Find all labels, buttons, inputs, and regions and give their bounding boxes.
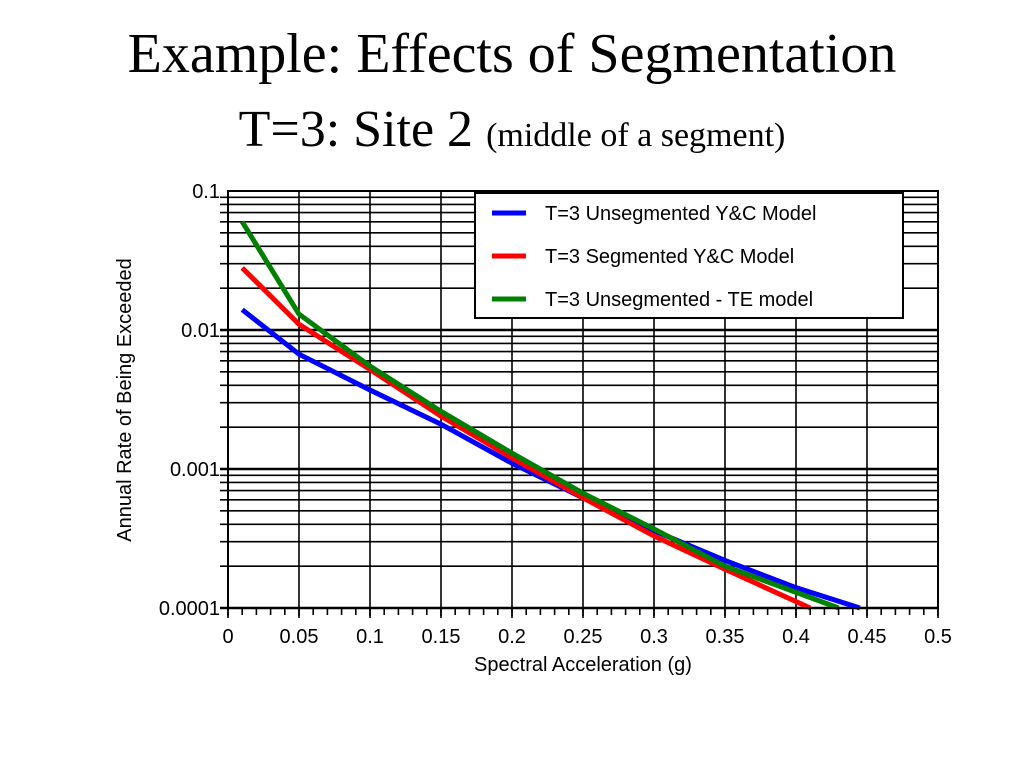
slide-title: Example: Effects of Segmentation xyxy=(127,23,897,85)
x-tick-label: 0.5 xyxy=(924,626,952,648)
x-tick-label: 0.3 xyxy=(640,626,668,648)
y-tick-label: 0.1 xyxy=(192,181,220,203)
y-tick-label: 0.01 xyxy=(181,320,220,342)
x-axis-label: Spectral Acceleration (g) xyxy=(474,654,692,676)
x-tick-label: 0.05 xyxy=(280,626,319,648)
subtitle-main: T=3: Site 2 xyxy=(238,101,474,158)
slide-subtitle: T=3: Site 2 (middle of a segment) xyxy=(0,100,1024,159)
x-tick-label: 0.35 xyxy=(706,626,745,648)
series-line-3 xyxy=(240,220,840,611)
x-tick-label: 0 xyxy=(222,626,233,648)
grid xyxy=(220,191,939,616)
legend-box xyxy=(474,192,904,319)
x-tick-label: 0.25 xyxy=(564,626,603,648)
legend: T=3 Unsegmented Y&C Model T=3 Segmented Y… xyxy=(474,192,904,319)
axis-ticks: 0 0.05 0.1 0.15 0.2 0.25 0.3 0.35 0.4 0.45 0.5 0.1 0… xyxy=(159,181,952,648)
legend-label: T=3 Unsegmented Y&C Model xyxy=(545,203,816,225)
x-tick-label: 0.2 xyxy=(498,626,526,648)
x-tick-label: 0.45 xyxy=(848,626,887,648)
series-line-2 xyxy=(240,266,812,611)
legend-label: T=3 Segmented Y&C Model xyxy=(545,246,794,268)
legend-label: T=3 Unsegmented - TE model xyxy=(545,289,813,311)
series-line-1 xyxy=(240,307,861,611)
x-tick-label: 0.4 xyxy=(782,626,810,648)
x-tick-label: 0.1 xyxy=(356,626,384,648)
y-tick-label: 0.0001 xyxy=(159,598,220,620)
y-axis-label: Annual Rate of Being Exceeded xyxy=(114,258,136,542)
subtitle-note: (middle of a segment) xyxy=(486,117,786,154)
y-tick-label: 0.001 xyxy=(170,459,220,481)
x-tick-label: 0.15 xyxy=(422,626,461,648)
series-lines xyxy=(240,220,861,611)
